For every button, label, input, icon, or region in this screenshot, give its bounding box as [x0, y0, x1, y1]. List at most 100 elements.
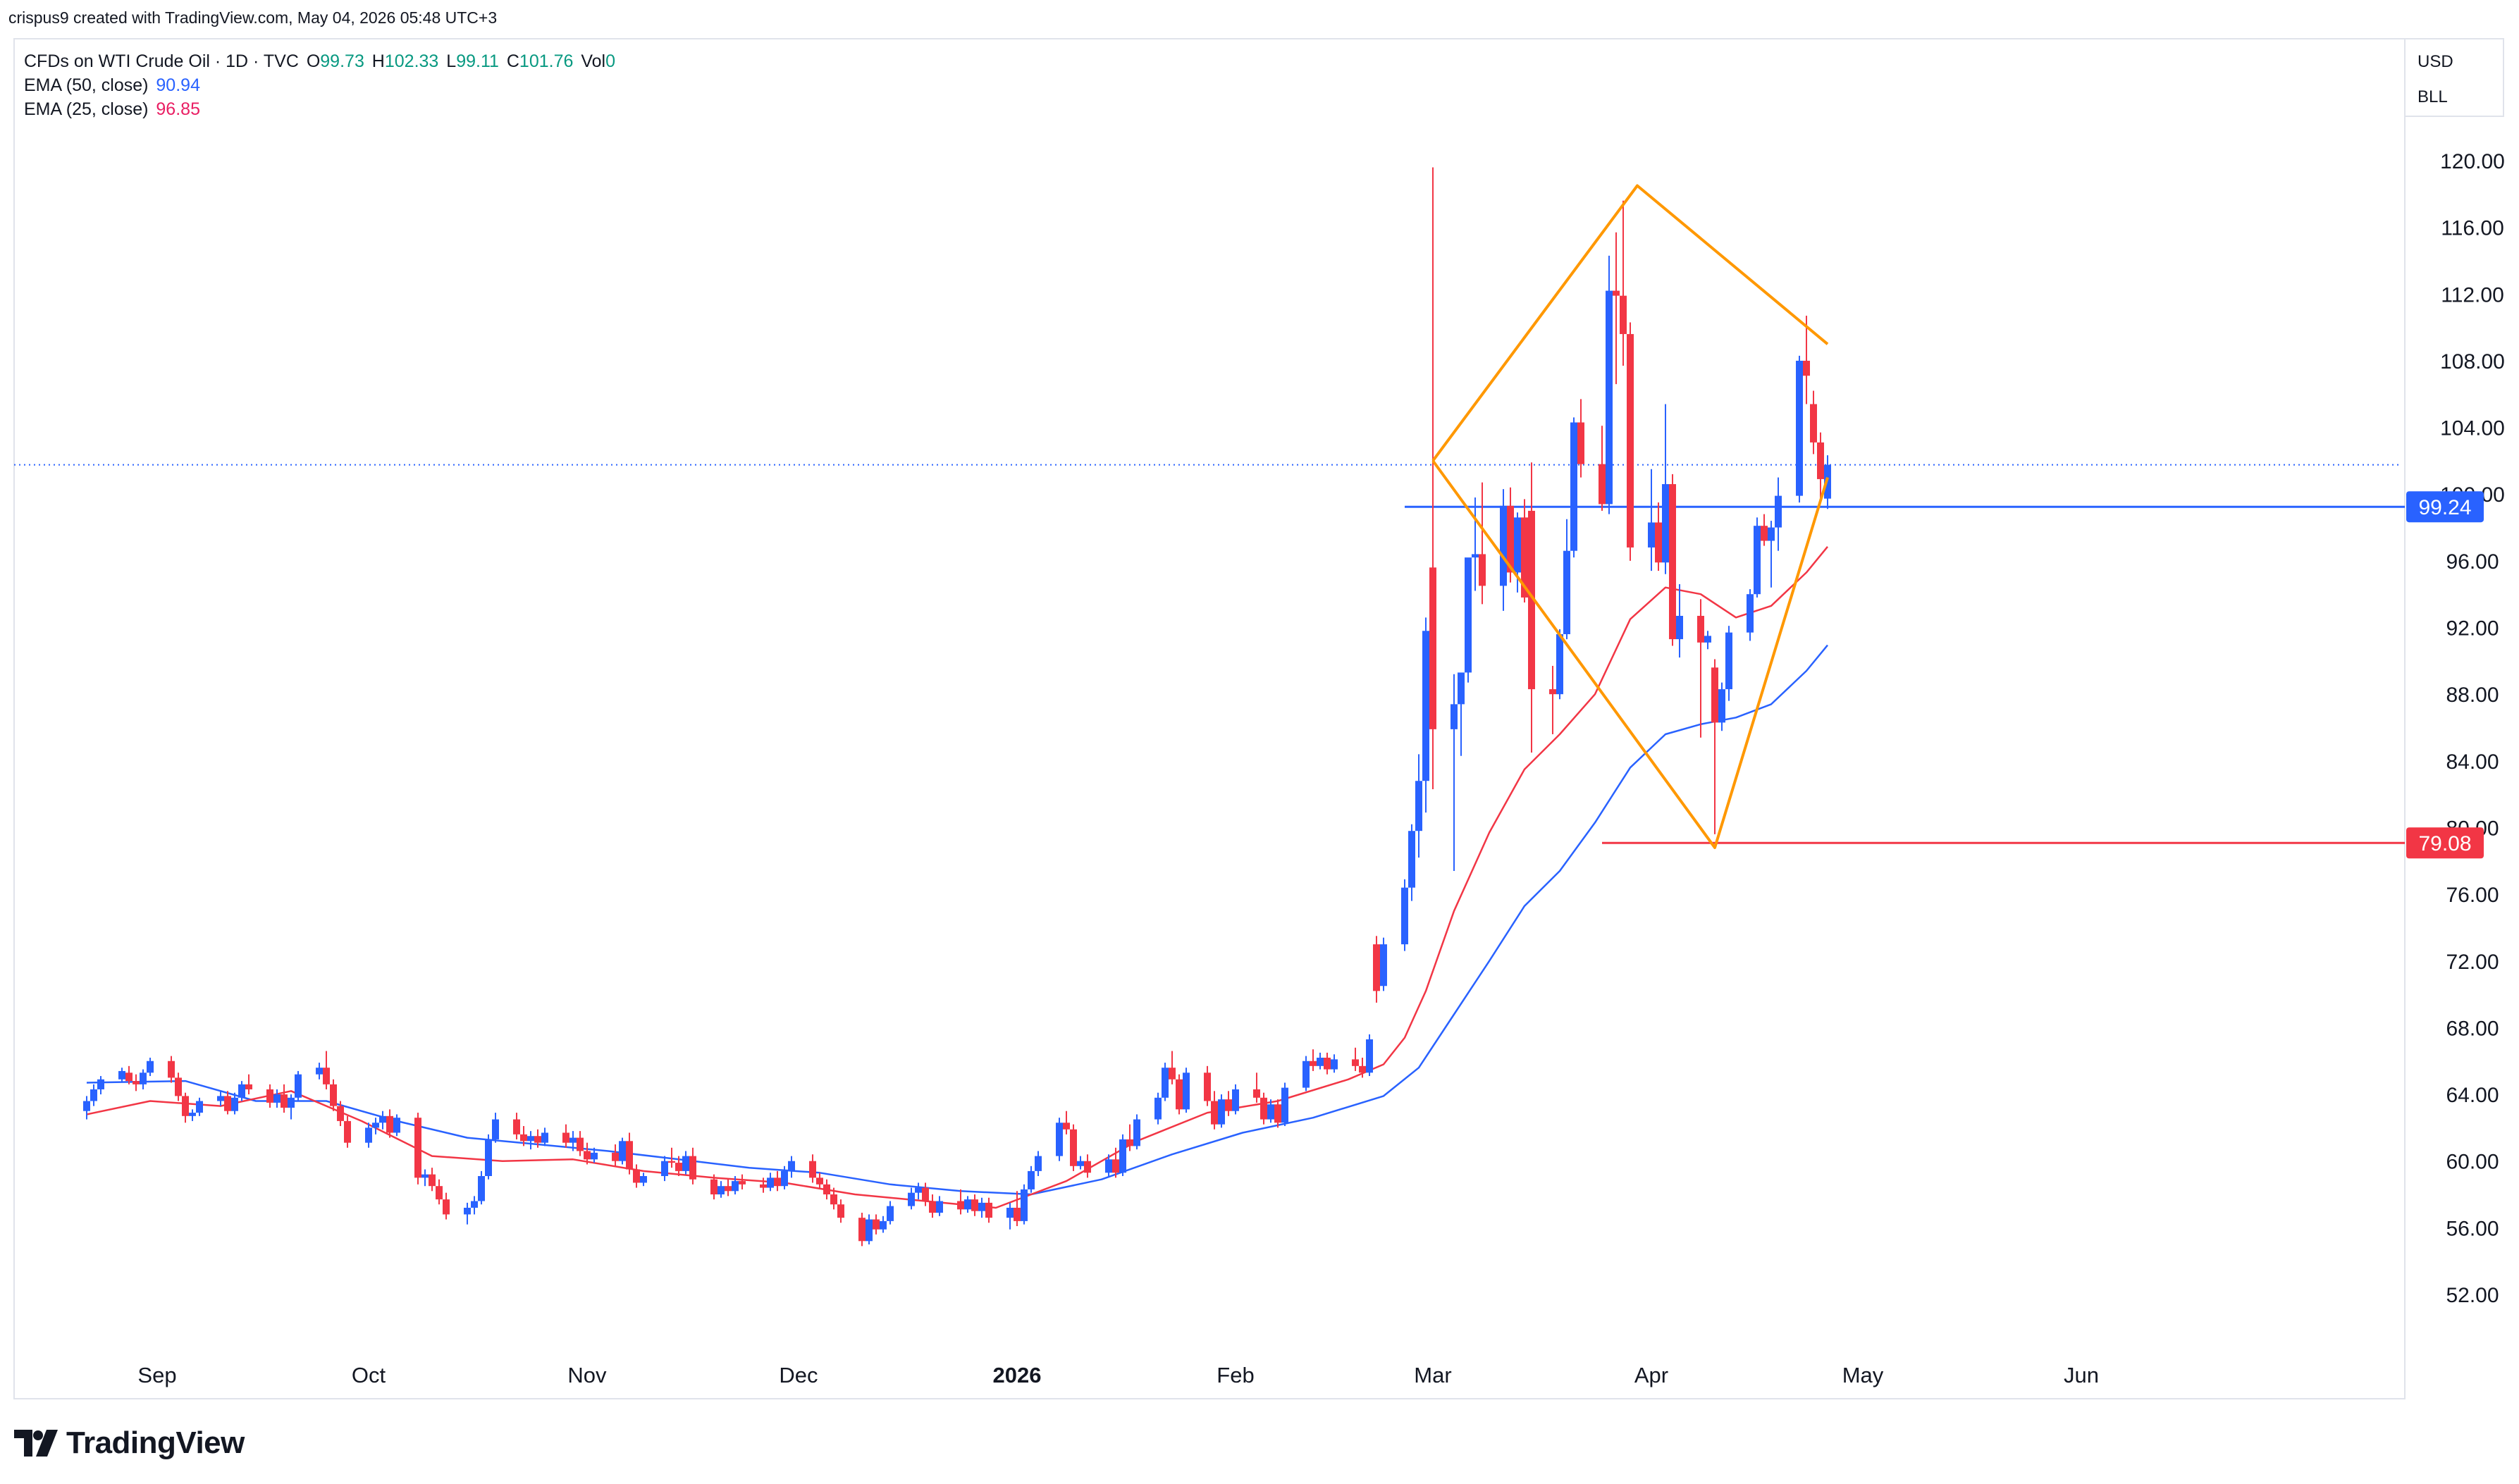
candle — [1056, 1118, 1063, 1161]
candle — [978, 1197, 985, 1218]
candle-body — [1070, 1129, 1077, 1166]
currency-box[interactable] — [2404, 38, 2504, 117]
candle-body — [978, 1202, 985, 1211]
candle — [675, 1156, 682, 1177]
candle-body — [421, 1174, 429, 1178]
candle-body — [971, 1199, 978, 1211]
candle — [527, 1131, 534, 1150]
candle-body — [1747, 594, 1754, 633]
candle — [1422, 617, 1429, 813]
candle — [421, 1169, 429, 1187]
candle — [668, 1147, 675, 1168]
candle-body — [1373, 944, 1380, 991]
candle-body — [1211, 1101, 1218, 1125]
candle — [513, 1113, 520, 1139]
candle-body — [915, 1187, 922, 1193]
legend-ema50-row[interactable]: EMA (50, close) 90.94 — [24, 73, 618, 97]
candle-body — [196, 1101, 203, 1113]
candle-body — [1620, 295, 1627, 335]
chart-caption: crispus9 created with TradingView.com, M… — [8, 8, 498, 27]
candle — [1613, 232, 1620, 385]
candle-body — [887, 1206, 894, 1221]
candle — [1281, 1082, 1288, 1127]
candle — [1479, 482, 1486, 605]
candle-body — [957, 1201, 964, 1210]
candle — [217, 1091, 224, 1106]
candle-body — [464, 1207, 471, 1215]
price-tick-label: 96.00 — [2446, 550, 2499, 574]
time-axis-label: Apr — [1634, 1363, 1668, 1387]
candle — [873, 1214, 880, 1235]
candle — [661, 1156, 668, 1182]
candle — [682, 1151, 689, 1175]
chart-legend: CFDs on WTI Crude Oil · 1D · TVC O99.73 … — [24, 49, 618, 121]
candle — [1119, 1134, 1126, 1177]
legend-high-value: 102.33 — [384, 51, 439, 71]
candle — [1324, 1052, 1331, 1075]
pattern-line — [1431, 459, 1829, 849]
brand-logo[interactable]: TradingView — [14, 1426, 245, 1461]
candle — [436, 1179, 443, 1205]
candle-body — [1028, 1170, 1035, 1189]
candle — [1747, 589, 1754, 641]
candle — [1232, 1084, 1239, 1115]
candle — [281, 1084, 288, 1113]
candle-body — [485, 1139, 492, 1177]
candle-body — [386, 1115, 393, 1133]
candle-body — [1429, 567, 1436, 729]
price-tick-label: 52.00 — [2446, 1284, 2499, 1307]
legend-open-value: 99.73 — [320, 51, 364, 71]
candle-body — [1408, 831, 1415, 888]
candle — [1768, 521, 1775, 588]
candle-body — [781, 1170, 788, 1187]
legend-ema25-row[interactable]: EMA (25, close) 96.85 — [24, 97, 618, 121]
candle-body — [1500, 505, 1507, 586]
candle-body — [710, 1179, 717, 1195]
legend-symbol[interactable]: CFDs on WTI Crude Oil · 1D · TVC — [24, 51, 299, 71]
candle-body — [1775, 495, 1782, 528]
candle-body — [393, 1118, 400, 1133]
candle — [1359, 1058, 1366, 1078]
candle-body — [90, 1089, 97, 1101]
time-axis-label: Dec — [779, 1363, 818, 1387]
candle-body — [1627, 334, 1634, 548]
ema-lines — [86, 546, 1828, 1209]
candle — [97, 1076, 104, 1095]
candle-body — [344, 1120, 351, 1143]
candle — [231, 1092, 238, 1115]
candle — [823, 1179, 830, 1200]
candle-body — [732, 1181, 739, 1192]
candle-body — [964, 1199, 971, 1210]
candle — [717, 1181, 725, 1198]
candle — [330, 1079, 337, 1111]
candle — [1704, 631, 1711, 650]
candle-body — [1133, 1119, 1140, 1146]
candle — [936, 1196, 943, 1216]
candle-body — [1725, 632, 1732, 690]
tradingview-logo-icon — [14, 1430, 58, 1457]
time-axis-label: May — [1842, 1363, 1884, 1387]
candle-body — [1162, 1068, 1169, 1098]
candle-body — [471, 1201, 478, 1208]
price-axis-ticks: 120.00116.00112.00108.00104.00100.0096.0… — [2440, 150, 2505, 1307]
horizontal-levels[interactable] — [14, 464, 2405, 844]
candle — [584, 1142, 591, 1165]
candle-body — [1796, 360, 1803, 496]
candle-body — [1317, 1058, 1324, 1066]
candle — [837, 1199, 844, 1223]
candle — [295, 1070, 302, 1101]
legend-close-value: 101.76 — [519, 51, 574, 71]
candle — [1796, 355, 1803, 503]
candle — [273, 1089, 281, 1108]
legend-ema25-label: EMA (25, close) — [24, 99, 149, 119]
legend-volume-value: 0 — [605, 51, 616, 71]
candle — [379, 1111, 386, 1130]
candle-body — [245, 1084, 252, 1089]
candle — [1718, 682, 1725, 731]
candle-body — [626, 1141, 633, 1170]
candle-body — [118, 1070, 125, 1080]
pattern-drawing[interactable] — [1431, 184, 1829, 849]
candle — [337, 1101, 344, 1127]
candle-body — [1465, 557, 1472, 673]
